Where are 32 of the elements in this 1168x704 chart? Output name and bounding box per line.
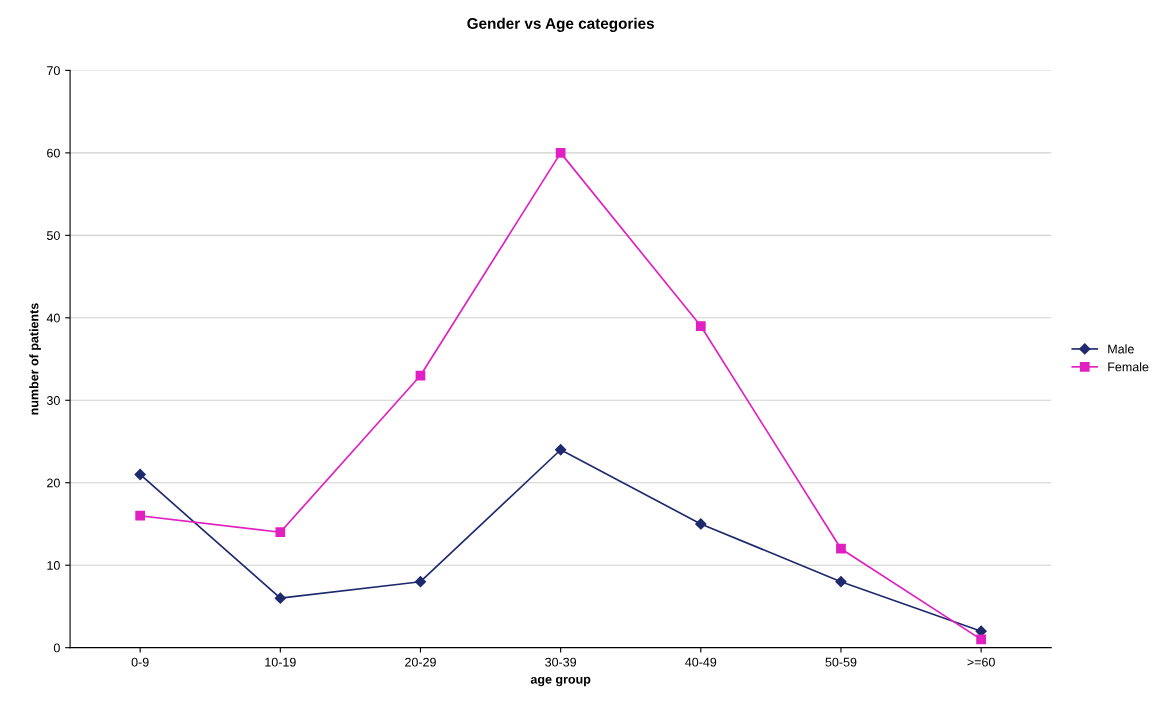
y-tick-label: 60 — [47, 148, 60, 158]
point — [835, 576, 847, 588]
point — [135, 510, 146, 521]
legend-label: Male — [1108, 344, 1134, 354]
x-tick-label: 30-39 — [545, 657, 577, 667]
x-tick-label: 0-9 — [131, 657, 149, 667]
point — [836, 543, 846, 554]
y-tick-label: 30 — [46, 396, 60, 405]
point — [555, 444, 567, 456]
x-tick-label: 20-29 — [405, 657, 436, 667]
point — [134, 468, 146, 481]
y-tick-label: 40 — [46, 313, 60, 323]
point — [555, 148, 566, 158]
y-tick-label: 70 — [47, 66, 60, 76]
y-tick-label: 20 — [47, 478, 60, 488]
y-tick-label: 10 — [47, 561, 60, 570]
point — [695, 321, 706, 331]
point — [274, 592, 286, 604]
x-tick-label: >=60 — [967, 657, 995, 667]
point — [275, 527, 286, 538]
x-tick-label: 40-49 — [685, 657, 717, 667]
point — [695, 518, 707, 530]
point — [414, 576, 427, 588]
chart-title: Gender vs Age categories — [467, 17, 654, 32]
point — [976, 634, 986, 645]
y-axis-title: number of patients — [29, 303, 41, 415]
y-tick-label: 50 — [46, 231, 60, 240]
y-tick-label: 0 — [53, 643, 60, 653]
x-tick-label: 10-19 — [265, 657, 296, 667]
x-axis-title: age group — [530, 676, 591, 687]
x-tick-label: 50-59 — [825, 657, 857, 667]
legend-label: Female — [1108, 362, 1149, 372]
